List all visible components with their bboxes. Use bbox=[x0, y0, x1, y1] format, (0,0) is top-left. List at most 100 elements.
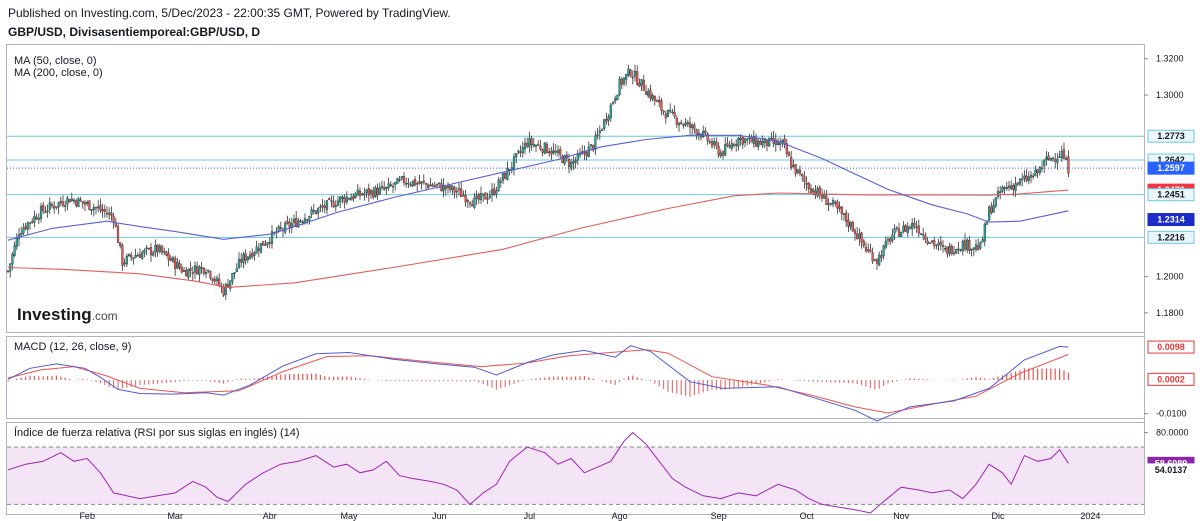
candle bbox=[686, 119, 689, 128]
candle-body bbox=[270, 231, 274, 245]
candle-body bbox=[125, 255, 128, 265]
candle-body bbox=[730, 143, 733, 149]
candle bbox=[977, 238, 980, 251]
candle-body bbox=[143, 249, 146, 253]
candle-body bbox=[664, 113, 667, 119]
candle-body bbox=[171, 257, 175, 262]
candle bbox=[248, 250, 252, 261]
x-axis-label: Feb bbox=[79, 511, 95, 521]
candle-body bbox=[341, 196, 344, 199]
candle-body bbox=[380, 186, 384, 188]
candle-body bbox=[22, 227, 25, 234]
candle bbox=[1005, 181, 1008, 191]
candle bbox=[838, 201, 841, 212]
candle-body bbox=[534, 145, 538, 147]
candle-body bbox=[149, 247, 153, 256]
value-tag: 0.0098 bbox=[1147, 340, 1195, 354]
candle-body bbox=[968, 239, 971, 251]
candle bbox=[992, 199, 995, 213]
candle bbox=[86, 200, 89, 207]
x-axis-label: May bbox=[340, 511, 358, 521]
candle bbox=[266, 241, 269, 249]
candle-body bbox=[1018, 178, 1022, 185]
candle-body bbox=[347, 198, 351, 200]
candle-body bbox=[840, 206, 843, 215]
candle bbox=[455, 186, 458, 199]
x-axis-label: Nov bbox=[893, 511, 910, 521]
candle-body bbox=[176, 262, 179, 269]
candle bbox=[376, 183, 379, 201]
candle bbox=[695, 128, 698, 140]
candle-body bbox=[981, 239, 984, 243]
x-axis-label: 2024 bbox=[1080, 511, 1100, 521]
candle bbox=[400, 175, 403, 181]
candle bbox=[664, 110, 667, 124]
candle bbox=[191, 266, 194, 281]
candle-body bbox=[398, 179, 401, 181]
candle bbox=[860, 231, 863, 249]
candle-body bbox=[754, 137, 758, 147]
candle-body bbox=[627, 68, 630, 76]
candle-body bbox=[185, 270, 188, 277]
price-axis-tick-label: 1.3200 bbox=[1156, 54, 1184, 64]
candle bbox=[158, 243, 161, 254]
candle-body bbox=[264, 244, 267, 246]
candle-body bbox=[424, 183, 428, 185]
candle-body bbox=[1005, 186, 1008, 189]
candle-body bbox=[435, 183, 439, 186]
candle bbox=[490, 182, 494, 202]
candle bbox=[583, 145, 586, 161]
candle-body bbox=[427, 184, 430, 188]
candle-body bbox=[191, 272, 194, 274]
candle bbox=[1045, 150, 1048, 166]
candle bbox=[288, 218, 291, 234]
candle bbox=[255, 240, 258, 254]
candle-body bbox=[893, 228, 896, 234]
candle bbox=[389, 181, 392, 188]
candle bbox=[127, 253, 131, 257]
candle-body bbox=[306, 219, 309, 221]
candle bbox=[963, 233, 967, 252]
candle bbox=[607, 114, 610, 126]
candle-body bbox=[809, 188, 813, 193]
candle bbox=[704, 127, 707, 136]
candle bbox=[974, 239, 978, 253]
value-tag: 1.2314 bbox=[1147, 213, 1195, 227]
candle-body bbox=[317, 208, 320, 214]
candle bbox=[545, 141, 549, 154]
candle bbox=[464, 189, 467, 207]
candle-body bbox=[77, 198, 80, 208]
candle bbox=[39, 203, 43, 223]
value-tag-box bbox=[1147, 340, 1195, 354]
candle bbox=[235, 263, 238, 273]
candle bbox=[460, 181, 463, 198]
candle-body bbox=[429, 184, 432, 187]
candle bbox=[1060, 145, 1063, 162]
candle-body bbox=[710, 141, 714, 147]
candle bbox=[600, 127, 604, 132]
candle bbox=[884, 236, 887, 250]
candle bbox=[827, 198, 830, 212]
candle bbox=[171, 255, 175, 264]
candle bbox=[768, 137, 771, 147]
candle bbox=[858, 228, 861, 246]
candle-body bbox=[644, 91, 648, 95]
candle bbox=[741, 136, 744, 149]
candle-body bbox=[6, 270, 10, 273]
candle-body bbox=[75, 200, 78, 206]
candle-body bbox=[411, 180, 414, 187]
candle-body bbox=[570, 161, 573, 169]
candle bbox=[774, 133, 777, 152]
candle bbox=[1003, 186, 1006, 195]
candle-body bbox=[622, 77, 626, 84]
candle bbox=[468, 201, 472, 208]
candle-body bbox=[1027, 176, 1030, 181]
candle bbox=[935, 244, 938, 250]
candle bbox=[809, 184, 813, 194]
candle bbox=[853, 227, 857, 241]
candle bbox=[147, 247, 150, 250]
candle-body bbox=[798, 169, 802, 174]
candle-body bbox=[378, 187, 381, 195]
candle-body bbox=[944, 248, 947, 250]
